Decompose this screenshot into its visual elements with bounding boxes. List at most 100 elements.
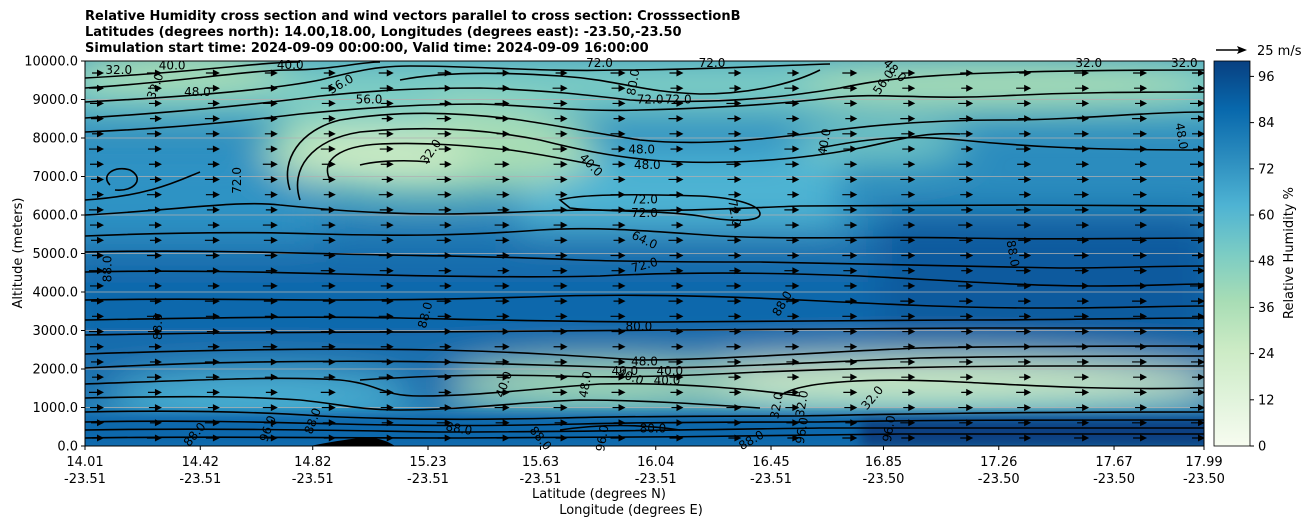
- wind-arrow: [497, 145, 510, 153]
- wind-arrow: [323, 373, 336, 381]
- wind-arrow: [668, 175, 684, 183]
- wind-arrow: [496, 130, 510, 138]
- wind-arrow: [669, 130, 684, 138]
- wind-arrow: [787, 130, 800, 138]
- wind-arrow: [436, 236, 452, 244]
- wind-arrow: [264, 434, 278, 442]
- wind-arrow: [1075, 388, 1090, 396]
- wind-arrow: [381, 175, 394, 183]
- wind-arrow: [1135, 221, 1148, 229]
- wind-arrow: [612, 343, 626, 351]
- wind-arrow: [959, 236, 974, 244]
- wind-arrow: [262, 99, 278, 107]
- wind-arrow: [207, 99, 220, 107]
- wind-arrow: [146, 130, 162, 138]
- chart-title-line-1: Relative Humidity cross section and wind…: [85, 9, 741, 24]
- wind-arrow: [842, 191, 858, 199]
- wind-arrow: [553, 343, 568, 351]
- wind-arrow: [1076, 343, 1090, 351]
- wind-arrow: [1019, 252, 1032, 259]
- wind-arrow: [787, 69, 800, 77]
- wind-arrow: [436, 419, 452, 427]
- x-tick-label-lat: 17.67: [1095, 455, 1132, 470]
- wind-arrow: [901, 373, 916, 381]
- contour-line: [85, 270, 1204, 287]
- wind-arrow: [496, 312, 510, 320]
- wind-arrow: [1191, 175, 1204, 183]
- wind-arrow: [785, 404, 800, 412]
- wind-arrow: [1133, 434, 1148, 442]
- quiver-key: 25 m/s: [1216, 44, 1302, 59]
- wind-arrow: [845, 297, 858, 305]
- wind-arrow: [785, 221, 800, 229]
- wind-arrow: [148, 99, 162, 107]
- wind-arrow: [727, 297, 742, 305]
- wind-arrow: [960, 312, 974, 320]
- wind-arrow: [610, 69, 626, 77]
- contour-label: 48.0: [184, 85, 211, 99]
- wind-arrow: [786, 115, 800, 123]
- contour-line: [326, 142, 601, 181]
- wind-arrow: [1135, 160, 1148, 168]
- contour-label-text: 48.0: [576, 370, 594, 399]
- wind-arrow: [438, 388, 452, 396]
- wind-arrow: [378, 252, 394, 259]
- wind-arrow: [901, 252, 916, 259]
- colorbar-tick-label: 48: [1258, 255, 1275, 270]
- contour-label: 32.0: [105, 63, 132, 77]
- wind-arrow: [380, 99, 394, 107]
- contour-label: 40.0: [277, 58, 304, 72]
- wind-arrow: [611, 267, 626, 275]
- wind-arrow: [785, 160, 800, 168]
- contour-label-text: 80.0: [640, 422, 667, 436]
- contour-label: 48.0: [576, 370, 594, 399]
- wind-arrow: [1077, 419, 1090, 427]
- wind-arrow: [90, 221, 104, 229]
- wind-arrow: [900, 358, 916, 366]
- contour-label: 40.0: [654, 374, 681, 388]
- wind-arrow: [902, 145, 916, 153]
- wind-arrow: [901, 191, 916, 199]
- wind-arrow: [670, 388, 684, 396]
- wind-arrow: [1074, 434, 1090, 442]
- wind-arrow: [147, 145, 162, 153]
- wind-arrow: [264, 69, 278, 77]
- wind-arrow: [786, 236, 800, 244]
- wind-vectors: [89, 69, 1204, 442]
- wind-arrow: [263, 115, 278, 123]
- wind-arrow: [265, 388, 278, 396]
- wind-arrow: [1134, 145, 1148, 153]
- wind-arrow: [900, 115, 916, 123]
- contour-line: [85, 355, 1204, 369]
- wind-arrow: [1135, 282, 1148, 290]
- contour-label: 72.0: [631, 193, 658, 207]
- contour-line: [85, 250, 1204, 269]
- wind-arrow: [380, 282, 394, 290]
- wind-arrow: [494, 343, 510, 351]
- wind-arrow: [149, 358, 162, 366]
- contour-label: 72.0: [699, 56, 726, 70]
- wind-arrow: [1074, 373, 1090, 381]
- wind-arrow: [265, 206, 278, 214]
- wind-arrow: [727, 175, 742, 183]
- x-tick-label-lon: -23.50: [863, 472, 905, 487]
- x-tick-label-lat: 16.45: [752, 455, 789, 470]
- wind-arrow: [496, 69, 510, 77]
- wind-arrow: [1133, 252, 1148, 259]
- wind-arrow: [786, 419, 800, 427]
- contour-lines: [85, 61, 1204, 439]
- colorbar-tick-label: 96: [1258, 70, 1275, 85]
- contour-label-text: 40.0: [277, 58, 304, 72]
- wind-arrow: [91, 175, 104, 183]
- contour-label: 32.0: [1171, 56, 1198, 70]
- contour-label-text: 48.0: [1172, 122, 1190, 151]
- x-tick-label-lat: 17.26: [980, 455, 1017, 470]
- wind-arrow: [149, 297, 162, 305]
- wind-arrow: [784, 388, 800, 396]
- wind-arrow: [613, 358, 626, 366]
- wind-arrow: [1077, 236, 1090, 244]
- wind-arrow: [843, 145, 858, 153]
- wind-arrow: [554, 297, 568, 305]
- wind-arrow: [378, 434, 394, 442]
- wind-arrow: [729, 267, 742, 275]
